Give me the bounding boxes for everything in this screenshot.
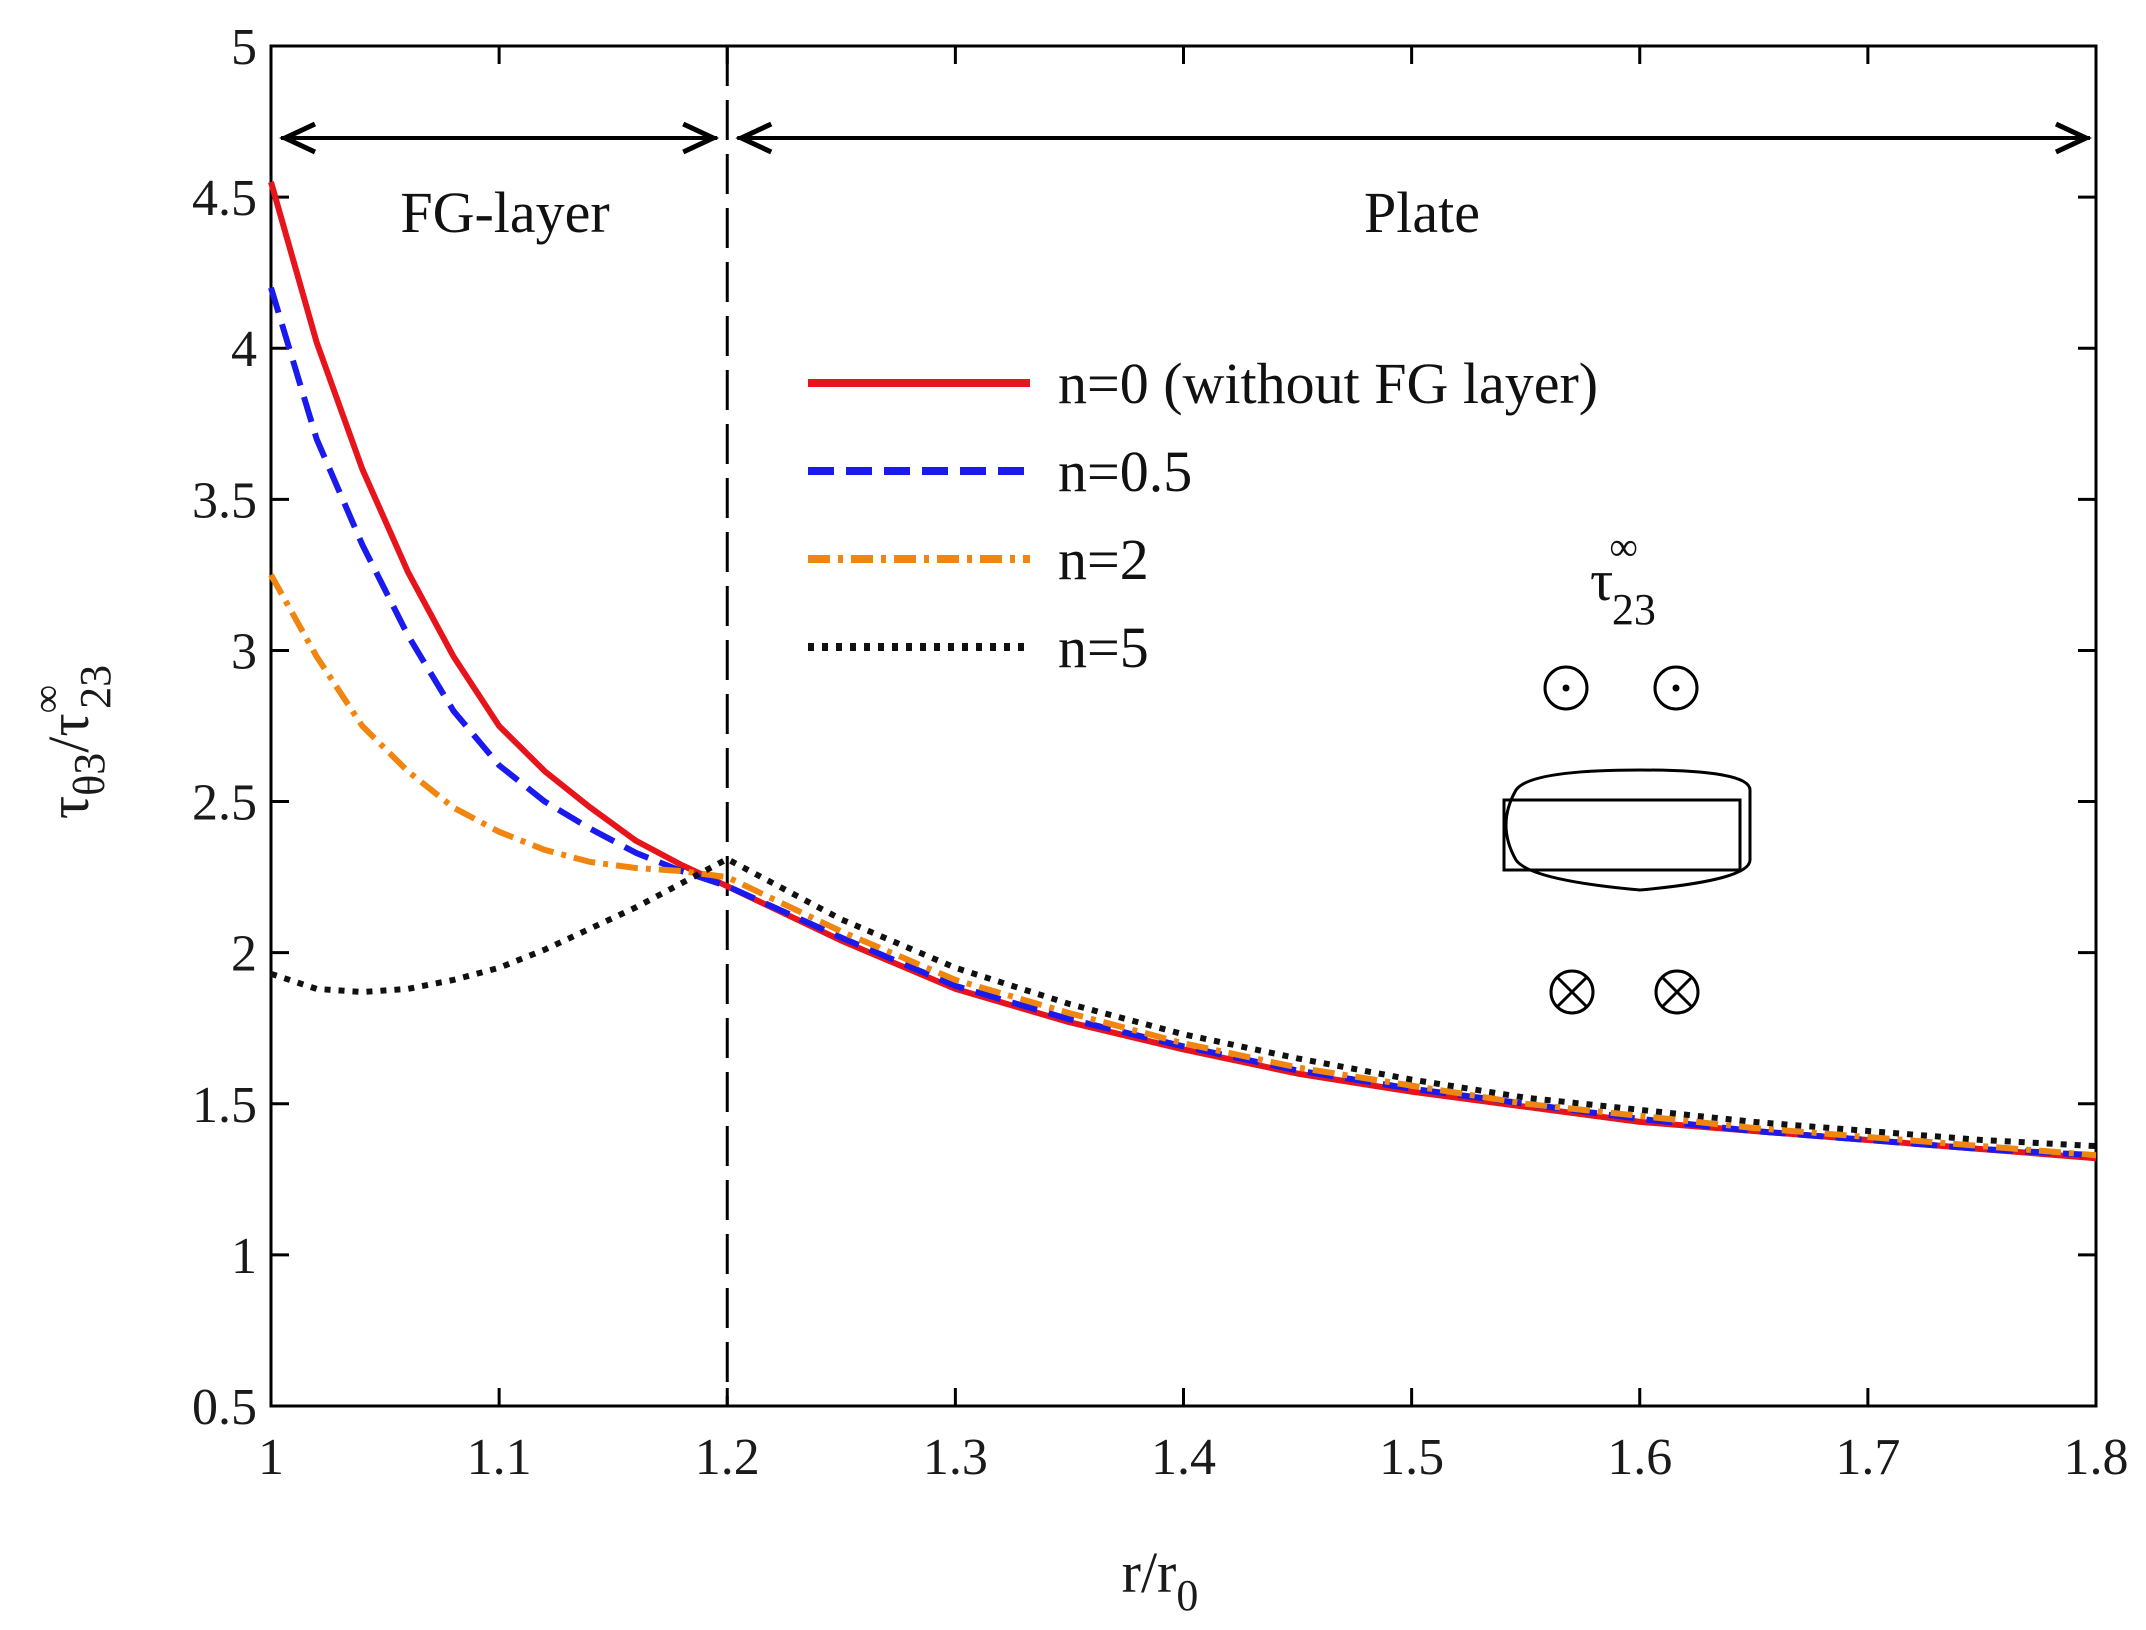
fg-layer-outline <box>1504 768 1752 892</box>
y-tick-label: 1.5 <box>192 1077 257 1134</box>
x-tick-label: 1.1 <box>467 1429 532 1486</box>
x-tick-label: 1.5 <box>1379 1429 1444 1486</box>
x-tick-label: 1.7 <box>1835 1429 1900 1486</box>
x-axis-label: r/r0 <box>1122 1540 1199 1620</box>
x-axis-label-main: r/r <box>1122 1540 1177 1605</box>
y-tick-label: 4 <box>231 321 257 378</box>
y-axis-label-sub2: 23 <box>71 665 120 709</box>
y-tick-label: 2.5 <box>192 775 257 832</box>
series-line-1 <box>268 286 2097 1159</box>
inset-tau-sup: ∞ <box>1609 524 1638 569</box>
legend-label-1: n=0.5 <box>1058 439 1192 504</box>
y-axis-label-sub: θ3 <box>65 753 114 796</box>
x-tick-label: 1 <box>258 1429 284 1486</box>
plate-arrow-head-right <box>2054 121 2092 155</box>
series-line-2 <box>268 573 2097 1159</box>
fg-layer-arrow-head-left <box>279 121 317 155</box>
inset-tau-sub: 23 <box>1612 585 1656 634</box>
y-tick-label: 4.5 <box>192 170 257 227</box>
y-tick-label: 2 <box>231 926 257 983</box>
out-of-page-symbol <box>1653 665 1699 711</box>
y-tick-label: 3 <box>231 623 257 680</box>
y-axis-label-divider: /τ <box>36 713 101 752</box>
into-page-symbol <box>1549 969 1595 1015</box>
y-tick-label: 3.5 <box>192 472 257 529</box>
y-axis-label: τθ3/τ∞23 <box>24 665 120 819</box>
inset-tau-symbol: τ <box>1590 548 1613 613</box>
plate-arrow-head-left <box>735 121 773 155</box>
x-tick-label: 1.3 <box>923 1429 988 1486</box>
region-right-label: Plate <box>1364 180 1480 245</box>
legend-label-2: n=2 <box>1058 527 1149 592</box>
fg-layer-arrow-head-right <box>682 121 720 155</box>
region-left-label: FG-layer <box>400 180 609 245</box>
y-tick-label: 1 <box>231 1228 257 1285</box>
x-tick-label: 1.4 <box>1151 1429 1216 1486</box>
out-of-page-symbol <box>1543 665 1589 711</box>
inset-schematic: τ∞ 23 <box>1502 524 1752 1015</box>
y-axis-label-tau: τ <box>36 796 101 819</box>
x-axis-label-sub: 0 <box>1176 1571 1198 1620</box>
x-tick-label: 1.6 <box>1607 1429 1672 1486</box>
y-tick-label: 5 <box>231 19 257 76</box>
x-tick-label: 1.8 <box>2064 1429 2129 1486</box>
inset-tau-label: τ∞ 23 <box>1590 524 1656 634</box>
y-axis-label-sup: ∞ <box>24 685 69 714</box>
series-layer <box>268 181 2097 1162</box>
y-tick-labels: 0.5 1 1.5 2 2.5 3 3.5 4 4.5 5 <box>192 19 257 1436</box>
x-tick-labels: 1 1.1 1.2 1.3 1.4 1.5 1.6 1.7 1.8 <box>258 1429 2129 1486</box>
plot-frame <box>269 44 2098 1408</box>
y-tick-label: 0.5 <box>192 1379 257 1436</box>
series-line-3 <box>270 856 2097 1150</box>
legend: n=0 (without FG layer) n=0.5 n=2 n=5 <box>808 351 1598 680</box>
x-tick-label: 1.2 <box>695 1429 760 1486</box>
legend-label-3: n=5 <box>1058 615 1149 680</box>
legend-label-0: n=0 (without FG layer) <box>1058 351 1598 416</box>
region-arrows <box>279 121 2092 155</box>
into-page-symbol <box>1654 969 1700 1015</box>
plate-core-outline <box>1502 798 1742 872</box>
